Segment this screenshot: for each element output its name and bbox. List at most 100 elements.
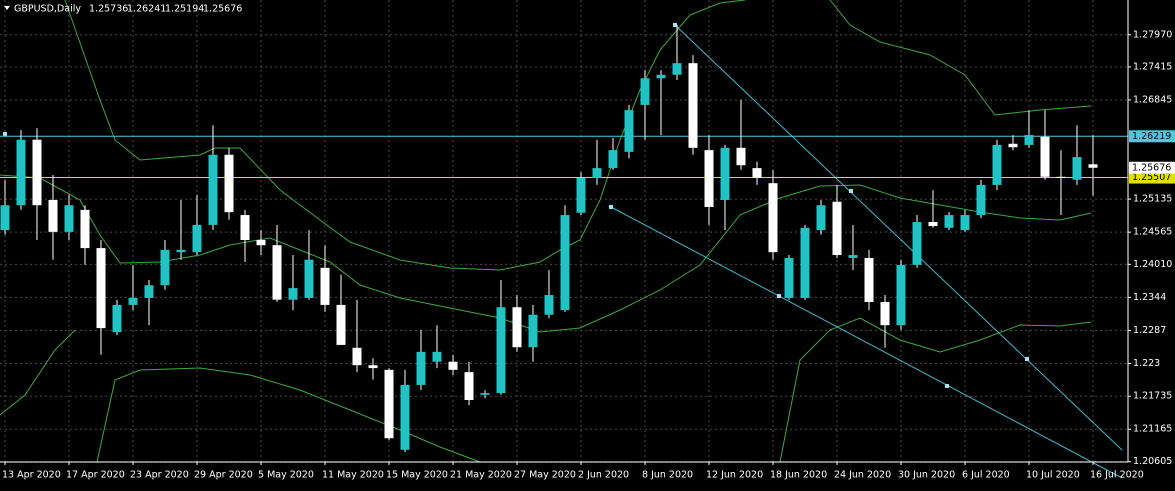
candle-body	[320, 267, 330, 305]
candle-body	[640, 78, 650, 105]
x-tick-label: 8 Jun 2020	[642, 470, 693, 481]
x-tick-label: 5 May 2020	[258, 470, 314, 481]
candle-body	[80, 209, 90, 249]
candle-body	[976, 184, 986, 216]
y-tick-label: 1.25135	[1133, 194, 1172, 205]
symbol-title: GBPUSD,Daily	[14, 4, 81, 15]
candle-body	[592, 168, 602, 178]
candle-body	[816, 205, 826, 231]
candle-body	[128, 297, 138, 305]
price-label: 1.25507	[1132, 172, 1171, 183]
candle-body	[832, 201, 842, 256]
x-tick-label: 10 Jul 2020	[1026, 470, 1080, 481]
trendline-anchor	[3, 132, 7, 136]
x-tick-label: 21 May 2020	[450, 470, 512, 481]
candle-body	[16, 139, 26, 206]
price-label-box	[1129, 130, 1175, 143]
candle-body	[464, 372, 474, 400]
band-lower	[96, 367, 481, 463]
candle-body	[656, 74, 666, 79]
candle-body	[192, 224, 202, 253]
candle-body	[288, 288, 298, 300]
menu-arrow[interactable]	[4, 6, 10, 10]
candle-body	[528, 314, 538, 348]
candle-body	[864, 257, 874, 303]
candle-body	[240, 215, 250, 240]
candle-body	[928, 222, 938, 227]
candle-body	[256, 239, 266, 246]
last-price-label: 1.25676	[1132, 162, 1171, 173]
candle-body	[736, 147, 746, 166]
candle-body	[480, 393, 490, 395]
candle-body	[896, 264, 906, 326]
candle-body	[160, 249, 170, 286]
x-tick-label: 12 Jun 2020	[706, 470, 763, 481]
header-low: 1.25194	[165, 4, 204, 15]
candle-body	[560, 215, 570, 311]
x-tick-label: 11 May 2020	[322, 470, 384, 481]
trendline-anchor	[609, 205, 613, 209]
candle-body	[784, 257, 794, 298]
x-tick-label: 13 Apr 2020	[2, 470, 61, 481]
trendline-anchor	[673, 23, 677, 27]
candle-body	[1088, 164, 1098, 168]
candle-body	[384, 369, 394, 439]
y-tick-label: 1.21165	[1133, 424, 1172, 435]
candle-body	[880, 302, 890, 326]
header-open: 1.25736	[89, 4, 128, 15]
band-upper	[64, 0, 746, 271]
band-lower	[779, 317, 1092, 463]
candle-body	[368, 365, 378, 369]
y-tick-label: 1.20605	[1133, 456, 1172, 467]
candle-body	[304, 259, 314, 298]
candle-body	[400, 384, 410, 450]
y-tick-label: 1.26845	[1133, 94, 1172, 105]
candle-body	[416, 351, 426, 385]
candle-body	[544, 295, 554, 315]
candle-body	[624, 110, 634, 152]
y-tick-label: 1.24010	[1133, 259, 1172, 270]
candle-body	[144, 285, 154, 298]
candle-body	[48, 199, 58, 232]
header-close: 1.25676	[203, 4, 242, 15]
candle-body	[272, 245, 282, 300]
y-tick-label: 1.2344	[1133, 292, 1166, 303]
candle-body	[1008, 143, 1018, 148]
candle-body	[576, 177, 586, 213]
trendlines	[3, 23, 1123, 479]
y-tick-label: 1.27970	[1133, 29, 1172, 40]
last-price-box	[1129, 161, 1175, 174]
candle-body	[336, 304, 346, 345]
candle-body	[1056, 176, 1066, 178]
x-tick-label: 6 Jul 2020	[962, 470, 1010, 481]
candle-body	[704, 150, 714, 207]
x-tick-label: 18 Jun 2020	[770, 470, 827, 481]
candle-body	[848, 255, 858, 258]
candle-body	[768, 183, 778, 253]
price-label: 1.26219	[1132, 131, 1171, 142]
axes: 1.27970 1.27415 1.26845 1.25135 1.24565 1.240…	[2, 29, 1175, 481]
candle-body	[608, 150, 618, 169]
candle-body	[1040, 136, 1050, 177]
price-label-box	[1129, 171, 1175, 184]
band-upper	[829, 0, 1092, 116]
y-tick-label: 1.27415	[1133, 61, 1172, 72]
x-tick-label: 27 May 2020	[514, 470, 576, 481]
y-tick-label: 1.2287	[1133, 325, 1166, 336]
candle-body	[64, 205, 74, 232]
candle-body	[112, 304, 122, 333]
x-tick-label: 30 Jun 2020	[898, 470, 955, 481]
candle-body	[448, 361, 458, 370]
candle-body	[32, 139, 42, 206]
candles	[0, 24, 1098, 453]
candle-body	[224, 154, 234, 213]
candle-body	[96, 248, 106, 329]
trendline-anchor	[849, 189, 853, 193]
candle-body	[992, 144, 1002, 185]
x-tick-label: 16 Jul 2020	[1090, 470, 1144, 481]
candle-body	[1072, 157, 1082, 180]
trendline-anchor	[945, 384, 949, 388]
